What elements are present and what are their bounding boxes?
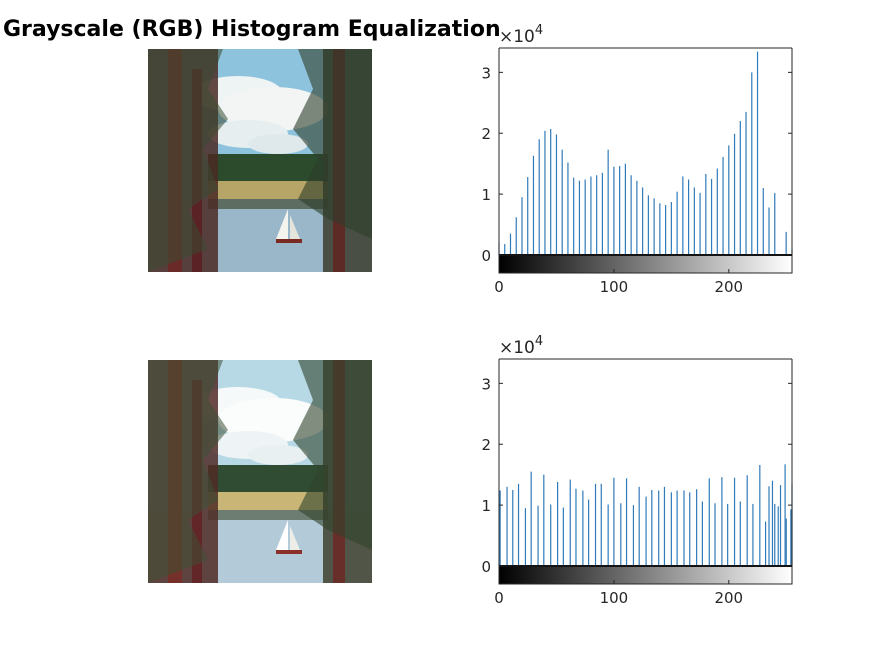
grayscale-colorbar xyxy=(499,566,792,584)
y-exponent-label: ×104 xyxy=(499,23,543,47)
x-tick-label: 200 xyxy=(714,589,743,607)
y-tick-label: 0 xyxy=(481,247,491,265)
histogram-equalized: 0 1 2 3 0 100 200 ×104 xyxy=(481,334,792,607)
y-tick-label: 2 xyxy=(481,125,491,143)
y-exponent-label: ×104 xyxy=(499,334,543,358)
y-tick-label: 2 xyxy=(481,436,491,454)
x-tick-label: 0 xyxy=(494,589,504,607)
histogram-original: 0 1 2 3 0 100 200 ×104 xyxy=(481,23,792,296)
grayscale-colorbar xyxy=(499,255,792,273)
y-tick-label: 3 xyxy=(481,375,491,393)
y-exponent-power: 4 xyxy=(535,334,543,349)
y-exponent-power: 4 xyxy=(535,23,543,38)
x-tick-label: 0 xyxy=(494,278,504,296)
y-tick-label: 1 xyxy=(481,186,491,204)
y-tick-label: 3 xyxy=(481,64,491,82)
y-tick-label: 0 xyxy=(481,558,491,576)
x-tick-label: 200 xyxy=(714,278,743,296)
x-tick-label: 100 xyxy=(600,589,629,607)
y-tick-label: 1 xyxy=(481,497,491,515)
x-tick-label: 100 xyxy=(600,278,629,296)
